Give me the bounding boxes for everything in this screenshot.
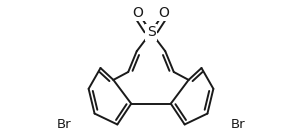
Text: S: S: [147, 25, 155, 39]
Text: O: O: [133, 6, 143, 20]
Text: Br: Br: [57, 118, 72, 131]
Text: Br: Br: [230, 118, 245, 131]
Text: O: O: [159, 6, 169, 20]
